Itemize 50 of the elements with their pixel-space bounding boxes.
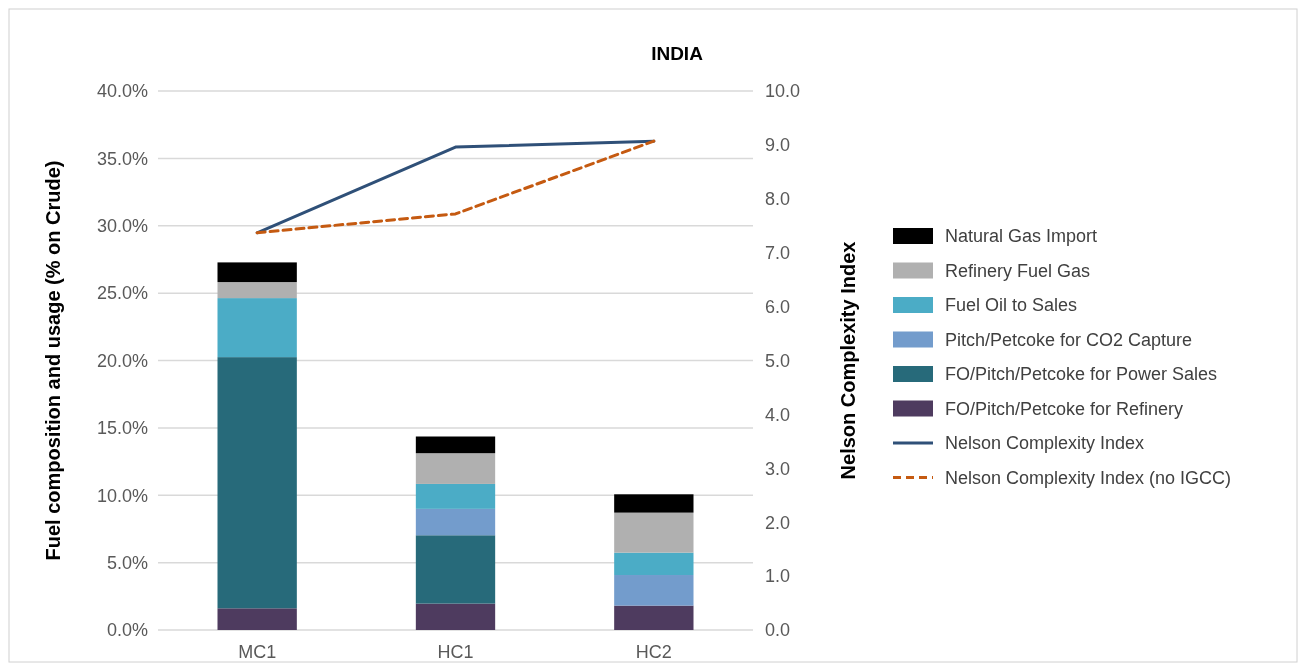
legend-label: Nelson Complexity Index xyxy=(945,433,1145,454)
bar xyxy=(217,608,297,630)
bar xyxy=(217,357,297,609)
legend-label: Refinery Fuel Gas xyxy=(945,260,1091,281)
bar xyxy=(415,535,496,604)
bar xyxy=(415,436,496,454)
bar xyxy=(415,453,496,484)
bar xyxy=(217,298,297,358)
y2-tick-label: 6.0 xyxy=(765,296,791,317)
legend-label: FO/Pitch/Petcoke for Refinery xyxy=(945,398,1184,419)
y2-tick-label: 0.0 xyxy=(765,620,791,641)
y2-tick-label: 7.0 xyxy=(765,243,791,263)
bar xyxy=(614,575,694,606)
bar xyxy=(614,552,694,576)
y-tick-label: 30.0% xyxy=(96,216,148,237)
y2-tick-label: 1.0 xyxy=(765,566,791,587)
bar xyxy=(415,508,496,536)
bar xyxy=(614,605,694,630)
y-tick-label: 10.0% xyxy=(96,485,148,506)
y-axis-title: Fuel composition and usage (% on Crude) xyxy=(42,160,64,561)
legend-label: Natural Gas Import xyxy=(945,226,1098,247)
chart-title: INDIA xyxy=(651,43,704,64)
bar xyxy=(217,282,297,299)
x-tick-label: HC2 xyxy=(635,642,672,662)
bar xyxy=(614,494,694,513)
legend-label: Nelson Complexity Index (no IGCC) xyxy=(945,467,1232,488)
legend-label: FO/Pitch/Petcoke for Power Sales xyxy=(945,364,1218,385)
y-tick-label: 5.0% xyxy=(106,552,148,573)
y-tick-label: 15.0% xyxy=(96,418,148,439)
y2-tick-label: 4.0 xyxy=(765,404,791,425)
y-tick-label: 20.0% xyxy=(96,350,148,371)
y-tick-label: 40.0% xyxy=(96,81,148,102)
y2-tick-label: 2.0 xyxy=(765,512,791,533)
y2-tick-label: 5.0 xyxy=(765,350,791,371)
bar xyxy=(415,603,496,630)
y-tick-label: 0.0% xyxy=(106,620,148,641)
x-tick-label: HC1 xyxy=(437,642,474,662)
legend-label: Pitch/Petcoke for CO2 Capture xyxy=(945,329,1193,350)
bar xyxy=(415,483,496,509)
y2-tick-label: 10.0 xyxy=(765,81,801,102)
x-tick-label: MC1 xyxy=(238,642,277,662)
y2-axis-title: Nelson Complexity Index xyxy=(837,241,859,480)
y-tick-label: 35.0% xyxy=(96,148,148,169)
y2-tick-label: 9.0 xyxy=(765,135,791,156)
y2-tick-label: 8.0 xyxy=(765,189,791,210)
y-tick-label: 25.0% xyxy=(96,283,148,304)
bar xyxy=(614,512,694,553)
legend-label: Fuel Oil to Sales xyxy=(945,295,1078,316)
bar xyxy=(217,262,297,283)
y2-tick-label: 3.0 xyxy=(765,458,791,479)
